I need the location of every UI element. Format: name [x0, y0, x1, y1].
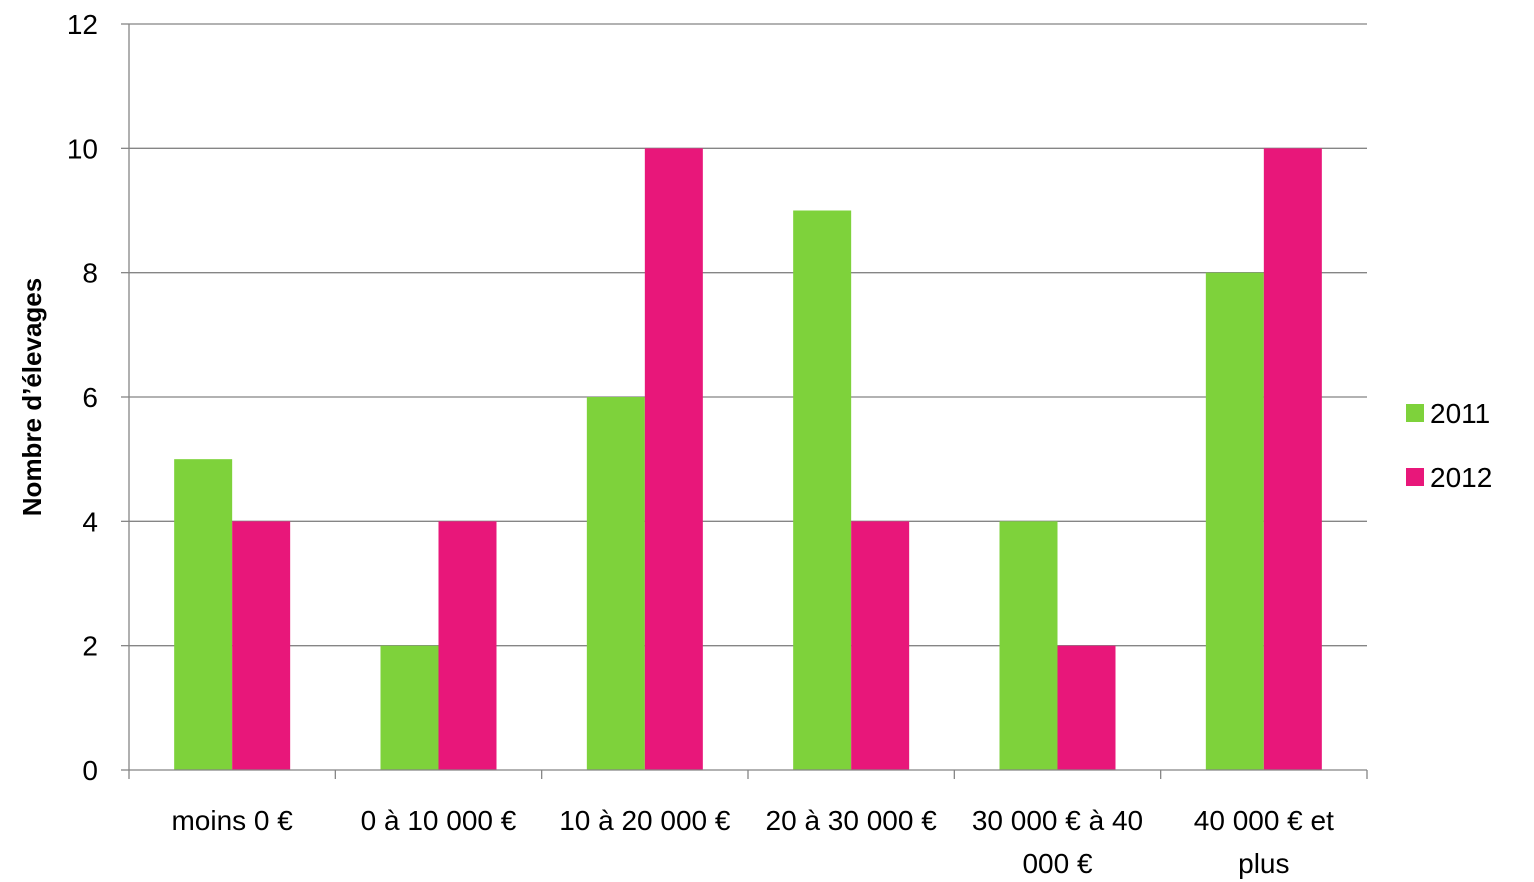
bars: [174, 148, 1322, 771]
y-tick-label: 12: [67, 9, 98, 40]
bar-2012-3: [851, 521, 910, 770]
legend-label-2012: 2012: [1430, 462, 1492, 493]
legend-swatch-2012: [1406, 468, 1424, 486]
legend-label-2011: 2011: [1430, 398, 1490, 429]
x-tick-label: 40 000 € et: [1194, 805, 1334, 836]
axes: [128, 24, 1367, 771]
x-tick-labels: moins 0 € 0 à 10 000 € 10 à 20 000 € 20 à 3…: [171, 805, 1334, 879]
bar-2011-5: [1205, 272, 1264, 770]
y-tick-label: 8: [82, 258, 98, 289]
x-tick-label: 10 à 20 000 €: [559, 805, 731, 836]
y-tick-label: 2: [82, 631, 98, 662]
x-tick-label: plus: [1238, 848, 1289, 879]
y-axis-title: Nombre d’élevages: [17, 278, 47, 516]
legend: 2011 2012: [1406, 398, 1492, 493]
y-tick-label: 0: [82, 755, 98, 786]
bar-2012-2: [644, 148, 703, 771]
x-tick-label: moins 0 €: [171, 805, 293, 836]
y-tick-label: 6: [82, 382, 98, 413]
x-tick-label: 000 €: [1022, 848, 1092, 879]
bar-2011-0: [174, 459, 233, 770]
x-tick-label: 20 à 30 000 €: [766, 805, 938, 836]
bar-2012-1: [438, 521, 497, 770]
bar-2012-0: [232, 521, 291, 770]
bar-2011-4: [999, 521, 1058, 770]
bar-2012-5: [1263, 148, 1322, 771]
legend-swatch-2011: [1406, 404, 1424, 422]
x-tick-label: 30 000 € à 40: [972, 805, 1143, 836]
gridlines: [121, 23, 1368, 779]
bar-2011-2: [586, 397, 645, 770]
x-tick-label: 0 à 10 000 €: [361, 805, 517, 836]
y-tick-label: 4: [82, 506, 98, 537]
bar-2011-1: [380, 645, 439, 770]
y-tick-label: 10: [67, 133, 98, 164]
y-tick-labels: 0 2 4 6 8 10 12: [67, 9, 98, 786]
bar-2011-3: [793, 210, 852, 770]
bar-2012-4: [1057, 645, 1116, 770]
